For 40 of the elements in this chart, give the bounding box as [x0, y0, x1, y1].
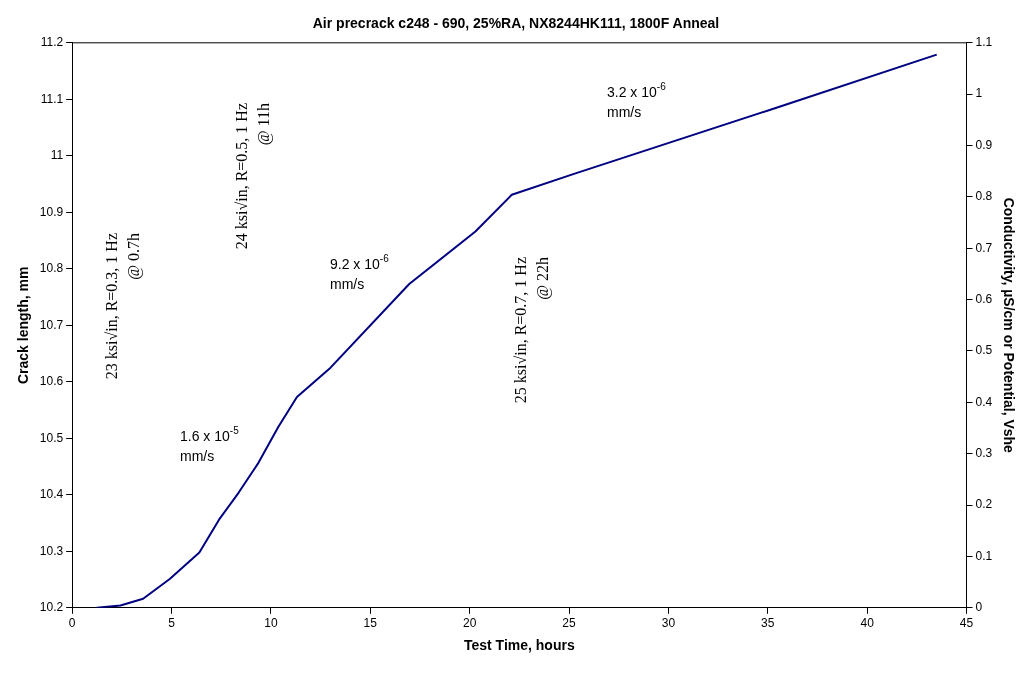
annotation: 24 ksi√in, R=0.5, 1 Hz @ 11h [233, 103, 274, 250]
annotation: 25 ksi√in, R=0.7, 1 Hz @ 22h [512, 257, 553, 404]
x-tick-label: 20 [462, 616, 477, 631]
x-axis-title: Test Time, hours [463, 637, 575, 654]
y2-tick-label: 0.7 [975, 240, 993, 255]
x-tick-label: 10 [264, 616, 278, 631]
chart-title: Air precrack c248 - 690, 25%RA, NX8244HK111, 1800F Anneal [312, 15, 720, 32]
y2-tick-label: 1 [975, 86, 983, 101]
y2-tick-label: 1.1 [975, 35, 993, 50]
y2-tick-label: 0.3 [975, 446, 993, 461]
y2-axis-title: Conductivity, µS/cm or Potential, Vshe [1000, 197, 1017, 454]
y-tick-label: 10.7 [39, 317, 64, 332]
x-tick-label: 25 [562, 616, 577, 631]
x-tick-label: 30 [661, 616, 676, 631]
y-tick-label: 10.4 [39, 487, 64, 502]
annotation: 23 ksi√in, R=0.3, 1 Hz @ 0.7h [103, 233, 144, 380]
y2-tick-label: 0.8 [975, 189, 993, 204]
y-tick-label: 10.6 [39, 374, 64, 389]
y-tick-label: 10.2 [39, 600, 64, 615]
x-tick-label: 35 [761, 616, 775, 631]
y-tick-label: 11.2 [40, 35, 64, 50]
y2-tick-label: 0.4 [975, 394, 993, 409]
y-axis-title: Crack length, mm [15, 266, 32, 385]
y2-tick-label: 0 [975, 600, 983, 615]
y2-tick-label: 0.6 [975, 291, 993, 306]
y-tick-label: 11 [50, 148, 64, 163]
x-tick-label: 5 [168, 616, 176, 631]
x-tick-label: 45 [959, 616, 974, 631]
y2-tick-label: 0.2 [975, 497, 993, 512]
y-tick-label: 10.9 [39, 204, 64, 219]
y2-tick-label: 0.1 [975, 548, 993, 563]
x-tick-label: 0 [68, 616, 76, 631]
x-tick-label: 40 [860, 616, 875, 631]
y2-tick-label: 0.5 [975, 343, 993, 358]
y-tick-label: 11.1 [40, 91, 64, 106]
y2-tick-label: 0.9 [975, 137, 993, 152]
y-tick-label: 10.5 [39, 430, 64, 445]
x-tick-label: 15 [363, 616, 378, 631]
y-tick-label: 10.8 [39, 261, 64, 276]
y-tick-label: 10.3 [39, 543, 64, 558]
